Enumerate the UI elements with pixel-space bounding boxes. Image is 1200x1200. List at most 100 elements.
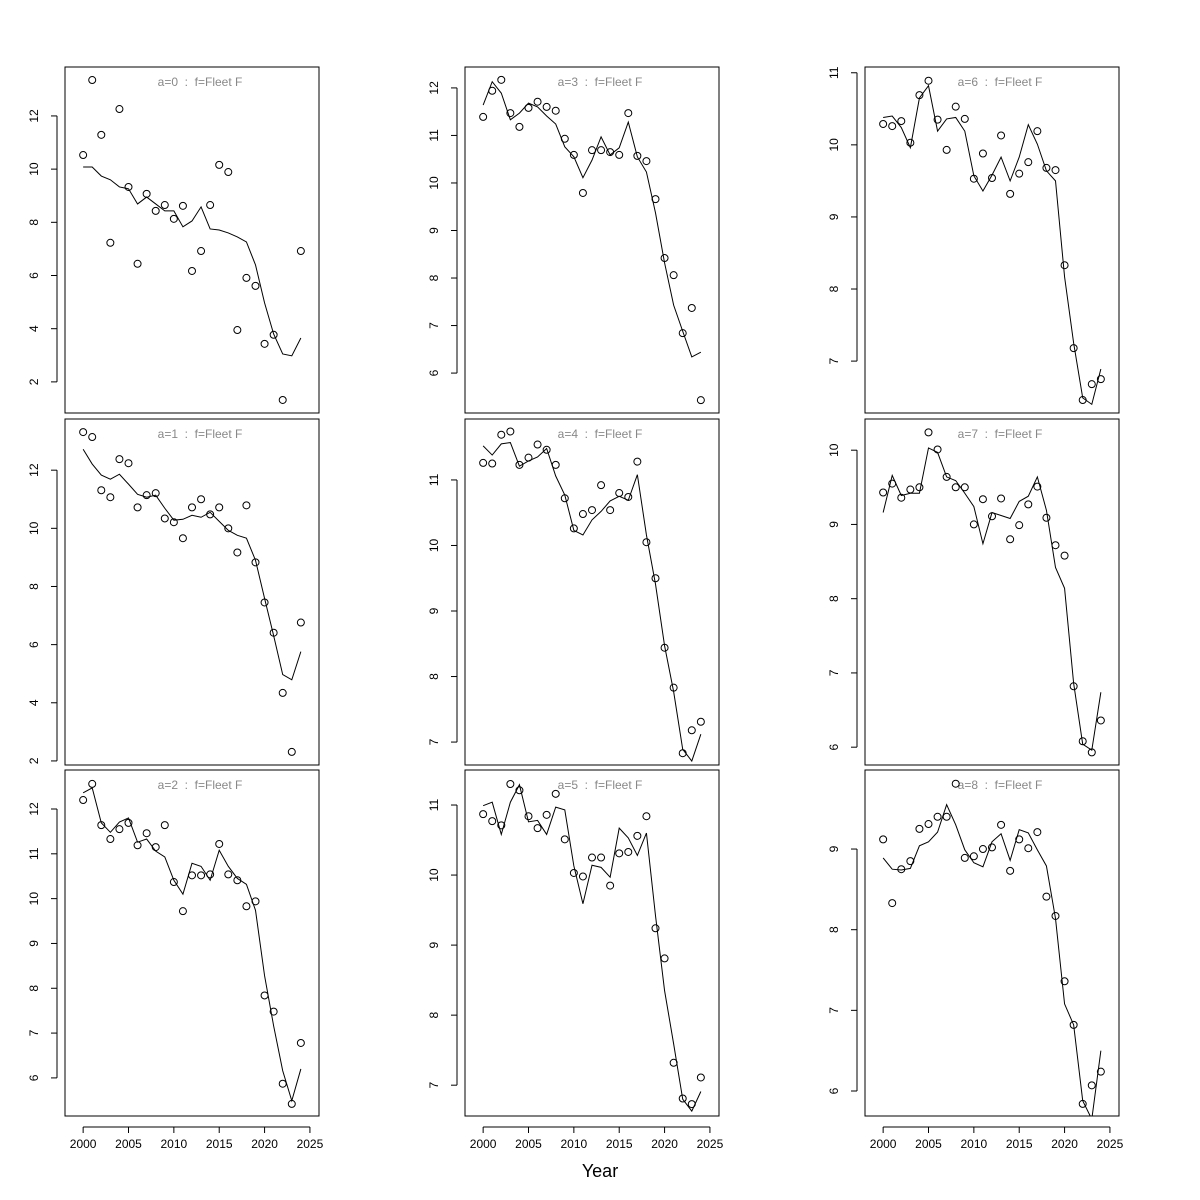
panel: a=3 : f=Fleet F 6 7 8 9 10 11 12 [427, 66, 720, 414]
observed-point [251, 281, 260, 290]
observed-point [924, 428, 933, 437]
observed-point [615, 849, 624, 858]
fitted-line [83, 166, 302, 357]
observed-point [988, 843, 996, 852]
y-tick-label: 11 [27, 847, 41, 860]
panel-title: a=6 : f=Fleet F [958, 75, 1043, 89]
observed-point [115, 455, 124, 464]
y-tick-label: 7 [827, 357, 841, 364]
observed-point [188, 503, 196, 512]
y-tick-label: 12 [427, 81, 441, 95]
observed-point [1015, 169, 1024, 178]
plot-frame [864, 418, 1120, 766]
y-tick-label: 9 [827, 213, 841, 220]
observed-point [142, 491, 151, 500]
observed-point [278, 395, 287, 404]
observed-point [879, 119, 888, 128]
observed-point [978, 845, 987, 854]
y-tick-label: 8 [427, 1011, 441, 1018]
observed-point [906, 857, 915, 866]
observed-point [1060, 551, 1069, 560]
observed-point [569, 524, 578, 533]
fitted-line [482, 442, 702, 763]
x-tick-label: 2015 [206, 1137, 233, 1151]
y-tick-label: 8 [27, 219, 41, 226]
observed-point [951, 779, 960, 788]
observed-point [169, 518, 178, 527]
observed-point [551, 106, 560, 115]
observed-point [79, 796, 88, 805]
observed-point [1033, 482, 1042, 491]
observed-point [160, 514, 169, 523]
y-tick-label: 10 [427, 176, 441, 190]
y-tick-label: 8 [827, 595, 841, 602]
x-tick-label: 2000 [870, 1137, 897, 1151]
y-tick-label: 10 [427, 868, 441, 882]
observed-point [597, 853, 606, 862]
panel-title: a=3 : f=Fleet F [558, 75, 643, 89]
observed-point [942, 472, 951, 481]
observed-point [569, 150, 578, 159]
plot-frame [464, 418, 720, 766]
y-tick-label: 4 [27, 699, 41, 706]
observed-point [97, 486, 106, 495]
plot-frame [64, 769, 320, 1117]
observed-point [615, 150, 624, 159]
observed-point [151, 489, 160, 498]
observed-point [1024, 500, 1033, 509]
y-tick-label: 9 [827, 845, 841, 852]
fitted-line [882, 803, 1102, 1116]
x-tick-label: 2010 [161, 1137, 188, 1151]
y-tick-label: 7 [427, 1082, 441, 1089]
observed-point [479, 810, 488, 819]
observed-point [269, 1007, 278, 1016]
observed-point [278, 688, 287, 697]
observed-point [687, 303, 696, 312]
plot-area [79, 779, 305, 1108]
observed-point [224, 870, 233, 879]
panel: a=4 : f=Fleet F 7 8 9 10 11 [427, 418, 720, 766]
observed-point [1096, 716, 1105, 725]
observed-point [296, 247, 305, 256]
observed-point [642, 157, 651, 166]
y-tick-label: 9 [427, 227, 441, 234]
observed-point [215, 503, 224, 512]
observed-point [1015, 835, 1024, 844]
observed-point [169, 878, 178, 887]
observed-point [79, 428, 88, 437]
observed-point [488, 459, 497, 468]
plot-area [479, 75, 705, 405]
observed-point [969, 520, 978, 529]
observed-point [188, 266, 196, 275]
panel-title: a=1 : f=Fleet F [158, 427, 243, 441]
observed-point [624, 109, 633, 118]
observed-point [1087, 1081, 1096, 1090]
observed-point [1006, 189, 1015, 198]
x-tick-label: 2010 [561, 1137, 588, 1151]
observed-point [915, 824, 924, 833]
observed-point [506, 427, 515, 436]
x-tick-label: 2020 [1051, 1137, 1078, 1151]
observed-point [88, 433, 97, 442]
panel: a=6 : f=Fleet F 7 8 9 10 11 [827, 66, 1120, 414]
panel-title: a=8 : f=Fleet F [958, 778, 1043, 792]
observed-point [633, 457, 642, 466]
observed-point [542, 810, 551, 819]
observed-point [960, 853, 969, 862]
x-tick-label: 2020 [251, 1137, 278, 1151]
y-tick-label: 7 [427, 322, 441, 329]
observed-point [506, 109, 515, 118]
x-axis-label: Year [582, 1161, 618, 1181]
plot-area [879, 76, 1105, 406]
observed-point [651, 924, 660, 933]
observed-point [296, 618, 305, 627]
x-tick-label: 2005 [915, 1137, 942, 1151]
observed-point [151, 206, 160, 215]
y-tick-label: 8 [27, 583, 41, 590]
y-tick-label: 12 [27, 802, 41, 816]
observed-point [242, 273, 251, 282]
y-tick-label: 11 [827, 66, 841, 79]
observed-point [542, 102, 551, 111]
y-tick-label: 7 [427, 738, 441, 745]
fitted-line [882, 447, 1102, 751]
